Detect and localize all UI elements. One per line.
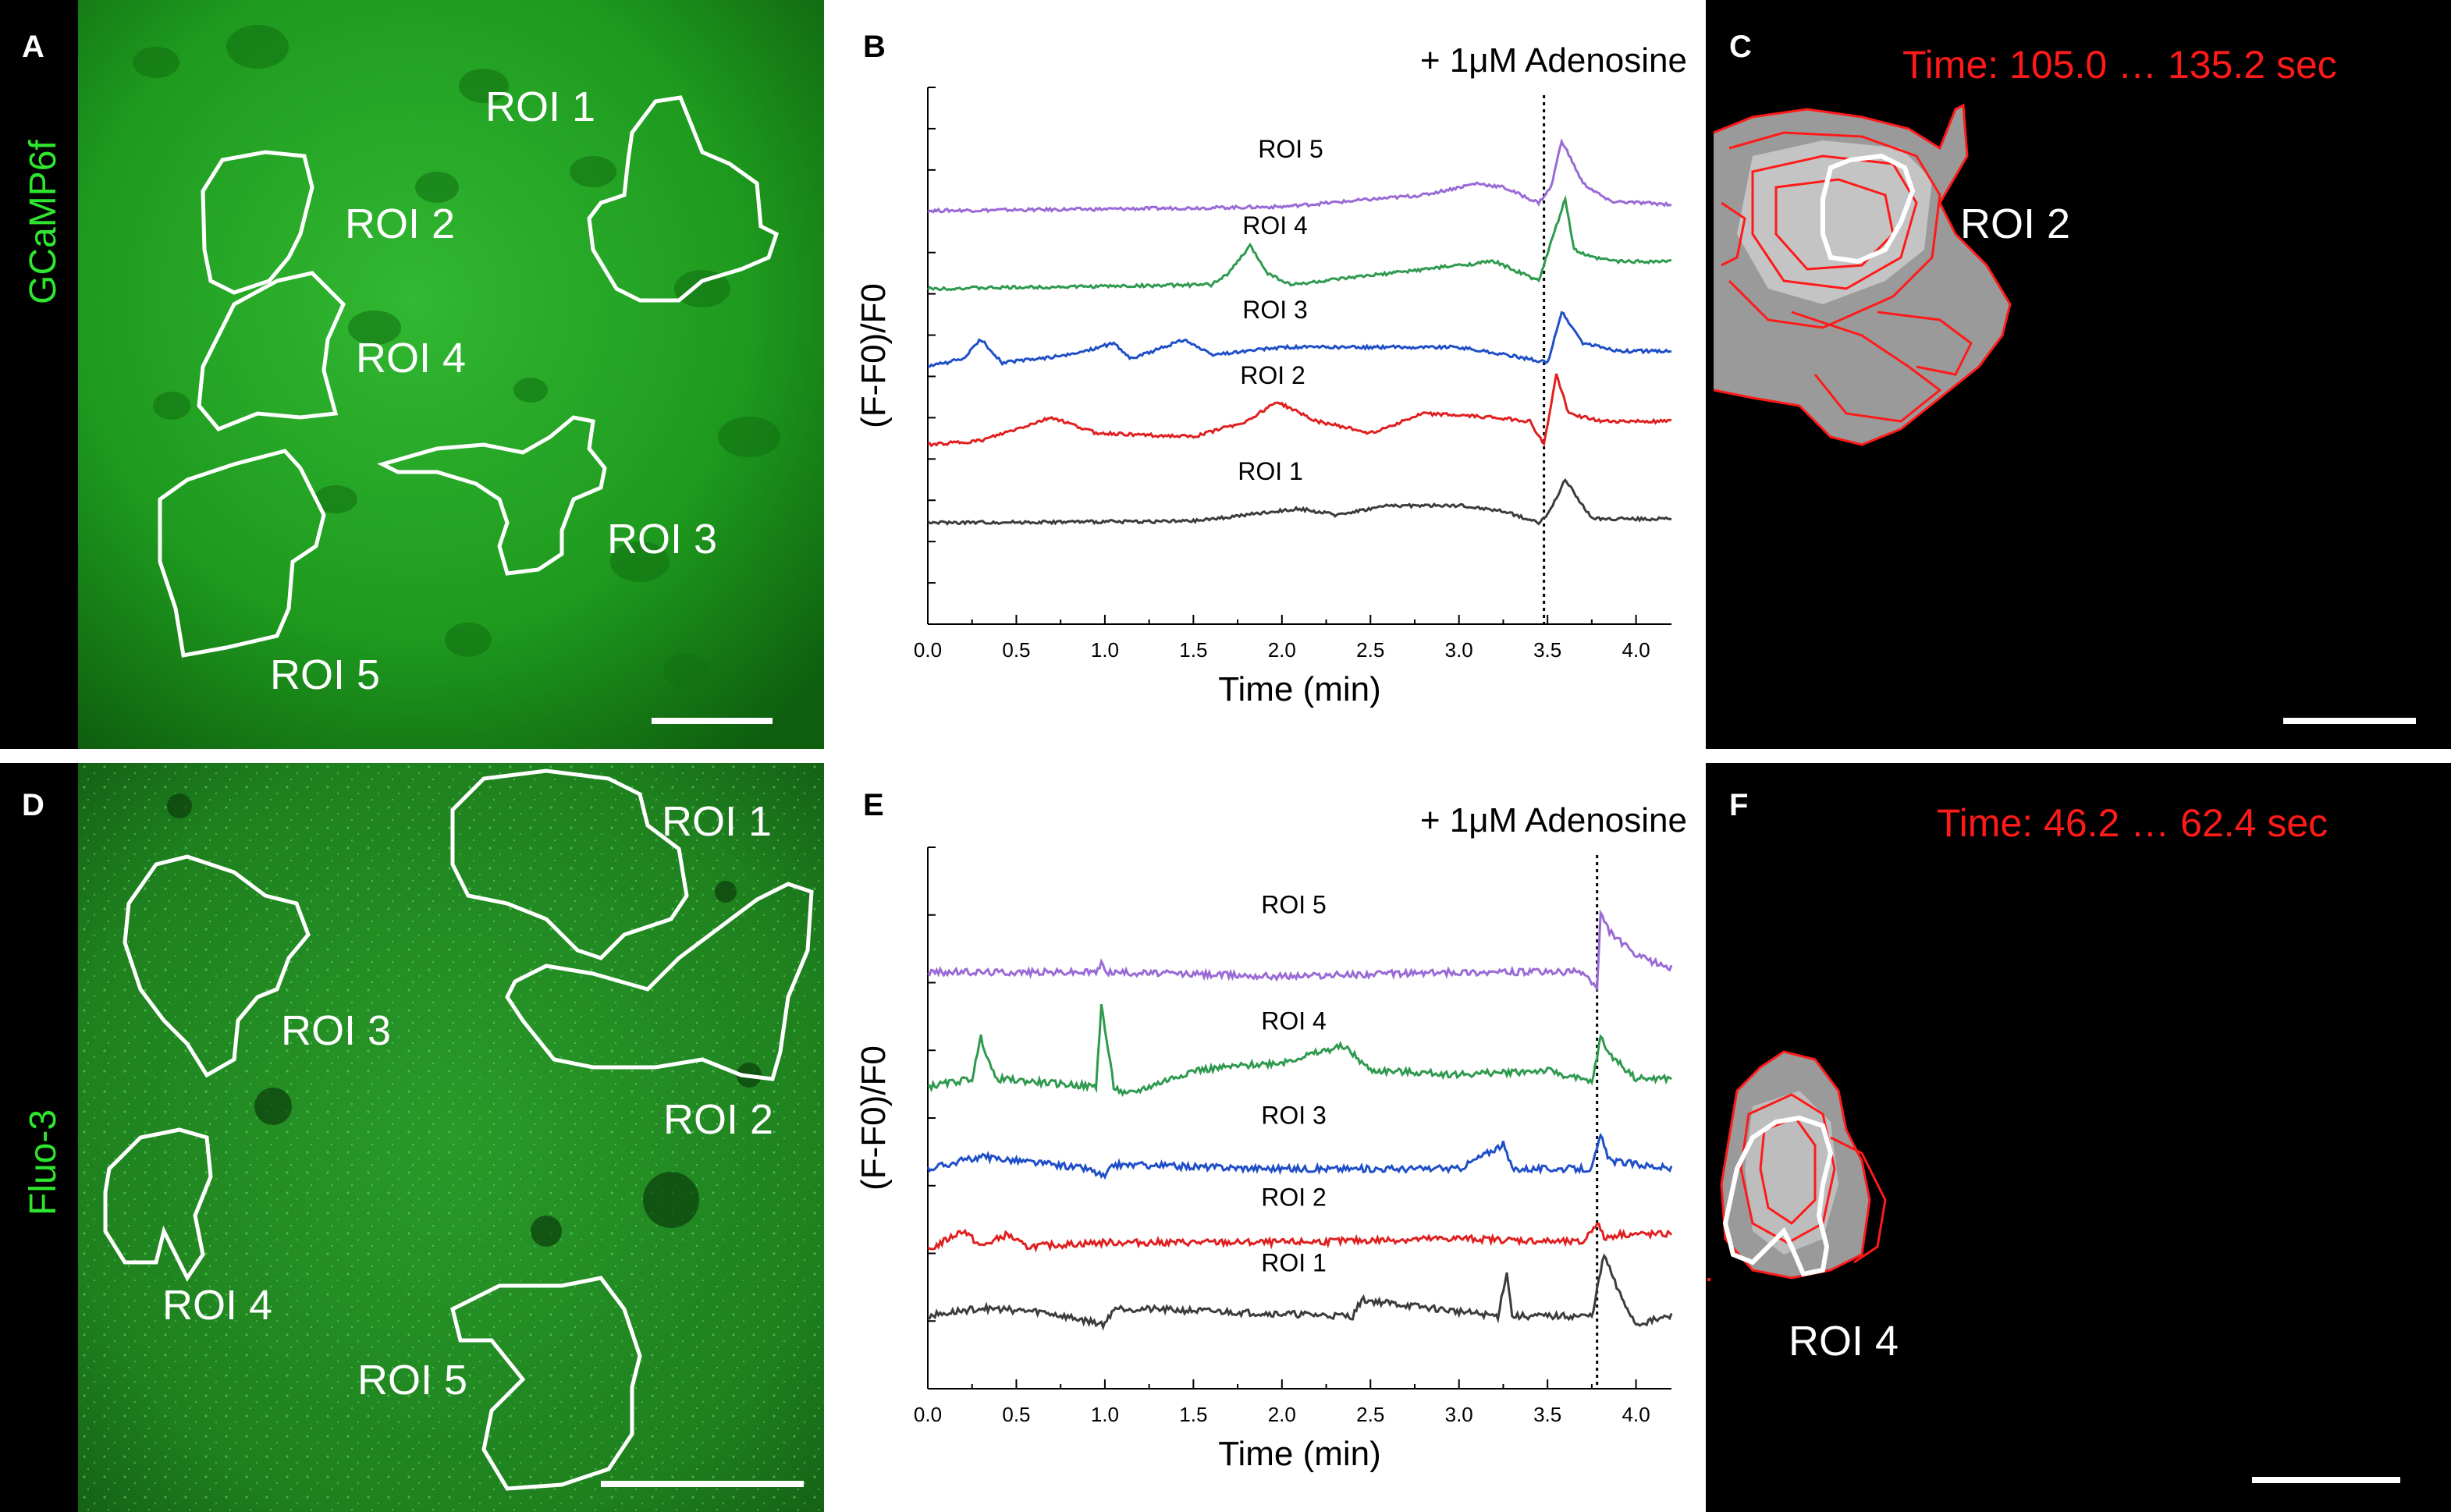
roi-outline-3 [123,854,311,1078]
trace-label-roi-1: ROI 1 [1261,1248,1327,1276]
panel-c-overlay: C Time: 105.0 … 135.2 sec ROI 2 [1706,0,2451,749]
trace-label-roi-5: ROI 5 [1258,135,1323,163]
x-axis-label: Time (min) [1218,1435,1381,1473]
trace-label-roi-5: ROI 5 [1261,890,1327,918]
roi-outline-4 [197,271,346,431]
adenosine-annotation: + 1μM Adenosine [1420,41,1687,80]
roi-label-2: ROI 2 [345,201,456,247]
roi-outline-1 [450,768,689,960]
roi-label-5: ROI 5 [270,651,381,698]
roi-outline-5 [158,449,326,658]
panel-a-image [0,0,824,749]
panel-letter-c: C [1729,30,1752,64]
trace-label-roi-3: ROI 3 [1261,1101,1327,1129]
panel-letter-f: F [1729,788,1749,822]
roi-label-4: ROI 4 [356,335,467,382]
roi-outline-5 [450,1276,642,1491]
panel-f-image [1707,1050,2400,1483]
panel-letter-b: B [863,30,886,64]
panel-a-micrograph: A GCaMP6f ROI 1 ROI 2 ROI 3 ROI 4 ROI 5 [0,0,824,749]
roi-4-outline [1722,1115,1834,1277]
roi-label-4: ROI 4 [162,1282,273,1329]
trace-roi-1 [927,1253,1673,1331]
roi-label-f: ROI 4 [1789,1318,1899,1365]
x-tick-label: 1.5 [1179,638,1207,662]
trace-label-roi-4: ROI 4 [1242,211,1308,240]
x-tick-label: 1.5 [1179,1403,1207,1426]
panel-e-chart: 0.0 0.5 1.0 1.5 2.0 2.5 3.0 3.5 4.0 Time (min) (F-… [854,801,1687,1473]
x-tick-label: 1.0 [1091,1403,1119,1426]
trace-roi-2 [927,1223,1673,1253]
x-tick-label: 2.5 [1356,1403,1384,1426]
x-axis-label: Time (min) [1218,670,1381,708]
trace-roi-1 [927,478,1672,526]
x-tick-label: 3.0 [1445,1403,1473,1426]
x-tick-label: 2.5 [1356,638,1384,662]
roi-label-3: ROI 3 [281,1007,392,1054]
panel-letter-e: E [863,788,884,822]
fluo3-label: Fluo-3 [23,1109,64,1216]
x-tick-label: 2.0 [1268,638,1296,662]
x-tick-label: 0.0 [914,638,942,662]
roi-label-c: ROI 2 [1960,201,2071,247]
panel-d-micrograph: D Fluo-3 ROI 1 ROI 2 ROI 3 ROI 4 ROI 5 [0,763,824,1512]
trace-roi-4 [927,1003,1672,1097]
roi-label-1: ROI 1 [485,83,596,130]
trace-label-roi-2: ROI 2 [1240,361,1305,389]
roi-label-1: ROI 1 [662,798,773,845]
x-tick-label: 0.0 [914,1403,942,1426]
roi-outline-3 [377,415,607,576]
trace-roi-5 [927,909,1673,992]
trace-label-roi-2: ROI 2 [1261,1183,1327,1211]
panel-e-traces: 0.0 0.5 1.0 1.5 2.0 2.5 3.0 3.5 4.0 Time (min) (F-… [824,763,1706,1512]
trace-roi-3 [927,311,1672,368]
panel-d-image [0,763,824,1512]
panel-letter-a: A [22,30,44,64]
x-tick-label: 3.0 [1445,638,1473,662]
trace-roi-4 [926,195,1672,292]
roi-label-3: ROI 3 [607,516,718,563]
trace-roi-2 [927,373,1672,448]
x-tick-label: 3.5 [1533,638,1561,662]
y-axis-label: (F-F0)/F0 [854,283,893,428]
trace-label-roi-1: ROI 1 [1238,457,1303,485]
x-tick-label: 3.5 [1533,1403,1561,1426]
trace-roi-3 [926,1132,1673,1180]
panel-f-overlay: F Time: 46.2 … 62.4 sec ROI 4 [1706,763,2451,1512]
panel-c-image [1713,103,2416,724]
roi-outline-2 [505,882,814,1081]
roi-label-2: ROI 2 [663,1096,774,1143]
x-tick-label: 0.5 [1002,1403,1030,1426]
panel-b-chart: 0.0 0.5 1.0 1.5 2.0 2.5 3.0 3.5 4.0 Time (min) (F-… [854,41,1687,708]
x-tick-label: 4.0 [1622,1403,1650,1426]
roi-2-outline [1820,153,1916,264]
panel-letter-d: D [22,788,44,822]
panel-b-traces: 0.0 0.5 1.0 1.5 2.0 2.5 3.0 3.5 4.0 Time (min) (F-… [824,0,1706,749]
roi-outline-4 [103,1127,213,1282]
time-range-f: Time: 46.2 … 62.4 sec [1937,801,2328,845]
x-tick-label: 0.5 [1002,638,1030,662]
x-tick-label: 1.0 [1091,638,1119,662]
trace-label-roi-4: ROI 4 [1261,1007,1327,1035]
adenosine-annotation: + 1μM Adenosine [1420,801,1687,839]
roi-label-5: ROI 5 [357,1357,468,1404]
x-tick-label: 4.0 [1622,638,1650,662]
roi-outline-1 [587,95,780,303]
y-axis-label: (F-F0)/F0 [854,1045,893,1191]
time-range-c: Time: 105.0 … 135.2 sec [1902,43,2337,87]
trace-label-roi-3: ROI 3 [1242,296,1308,324]
trace-roi-5 [927,137,1672,214]
roi-outline-2 [201,150,314,295]
gcamp6f-label: GCaMP6f [23,140,64,304]
x-tick-label: 2.0 [1268,1403,1296,1426]
